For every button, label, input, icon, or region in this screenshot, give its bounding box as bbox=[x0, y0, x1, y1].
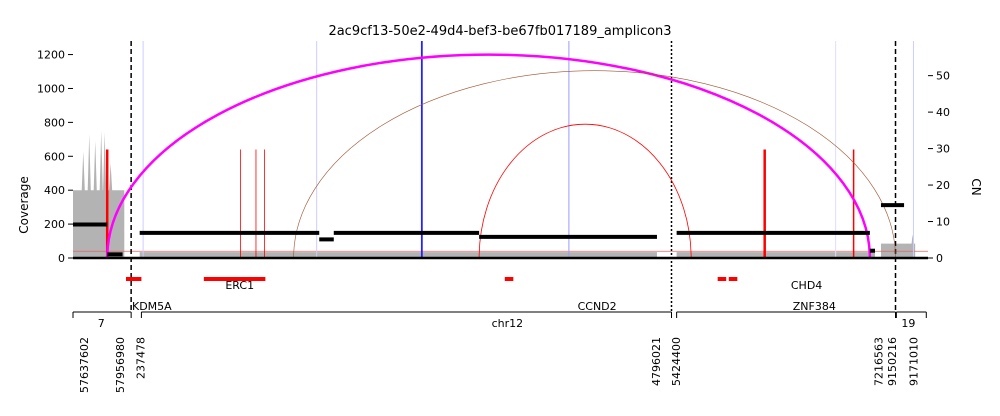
position-label: 9171010 bbox=[907, 337, 920, 386]
y-tick-label-right: 0 bbox=[936, 252, 943, 265]
gene-label: KDM5A bbox=[132, 300, 172, 313]
y-tick-label-left: 1200 bbox=[37, 49, 65, 62]
coverage-area bbox=[676, 252, 875, 258]
y-tick-label-left: 600 bbox=[44, 150, 65, 163]
y-axis-label-right: CN bbox=[969, 178, 983, 195]
gene-label: ZNF384 bbox=[793, 300, 836, 313]
position-label: 237478 bbox=[135, 337, 148, 379]
y-tick-label-left: 800 bbox=[44, 116, 65, 129]
position-label: 9150216 bbox=[886, 337, 899, 386]
y-tick-label-right: 40 bbox=[936, 106, 950, 119]
chart-title: 2ac9cf13-50e2-49d4-bef3-be67fb017189_amp… bbox=[328, 24, 671, 39]
position-label: 7216563 bbox=[872, 337, 885, 386]
y-axis-right: 0 10 20 30 40 50 bbox=[928, 70, 950, 265]
coverage-area bbox=[880, 234, 916, 258]
y-tick-label-right: 50 bbox=[936, 70, 950, 83]
breakpoint-arc bbox=[478, 123, 692, 259]
y-tick-label-left: 200 bbox=[44, 218, 65, 231]
coverage-area bbox=[139, 252, 657, 258]
position-label: 5424400 bbox=[670, 337, 683, 386]
gene-track: KDM5A ERC1 CCND2 CHD4 ZNF384 bbox=[126, 277, 836, 313]
coverage-area bbox=[73, 130, 125, 258]
chromosome-label: chr12 bbox=[492, 317, 524, 330]
y-tick-label-left: 0 bbox=[58, 252, 65, 265]
y-axis-label-left: Coverage bbox=[17, 176, 31, 234]
breakpoint-arc bbox=[293, 70, 896, 259]
position-label: 57637602 bbox=[78, 337, 91, 393]
gene-label: ERC1 bbox=[225, 279, 254, 292]
y-tick-label-right: 20 bbox=[936, 179, 950, 192]
gene-label: CCND2 bbox=[578, 300, 617, 313]
position-label: 4796021 bbox=[650, 337, 663, 386]
chromosome-label: 7 bbox=[98, 317, 105, 330]
plot-area bbox=[73, 41, 928, 312]
y-axis-left: 0 200 400 600 800 1000 1200 bbox=[37, 49, 73, 265]
y-tick-label-right: 30 bbox=[936, 143, 950, 156]
y-tick-label-right: 10 bbox=[936, 216, 950, 229]
y-tick-label-left: 1000 bbox=[37, 82, 65, 95]
breakpoint-arc bbox=[105, 53, 872, 259]
position-label: 57956980 bbox=[114, 337, 127, 393]
y-tick-label-left: 400 bbox=[44, 184, 65, 197]
gene-label: CHD4 bbox=[791, 279, 822, 292]
chromosome-label: 19 bbox=[901, 317, 915, 330]
chromosome-track: 7 chr12 19 57637602 57956980 237478 4796021 542… bbox=[72, 311, 927, 393]
